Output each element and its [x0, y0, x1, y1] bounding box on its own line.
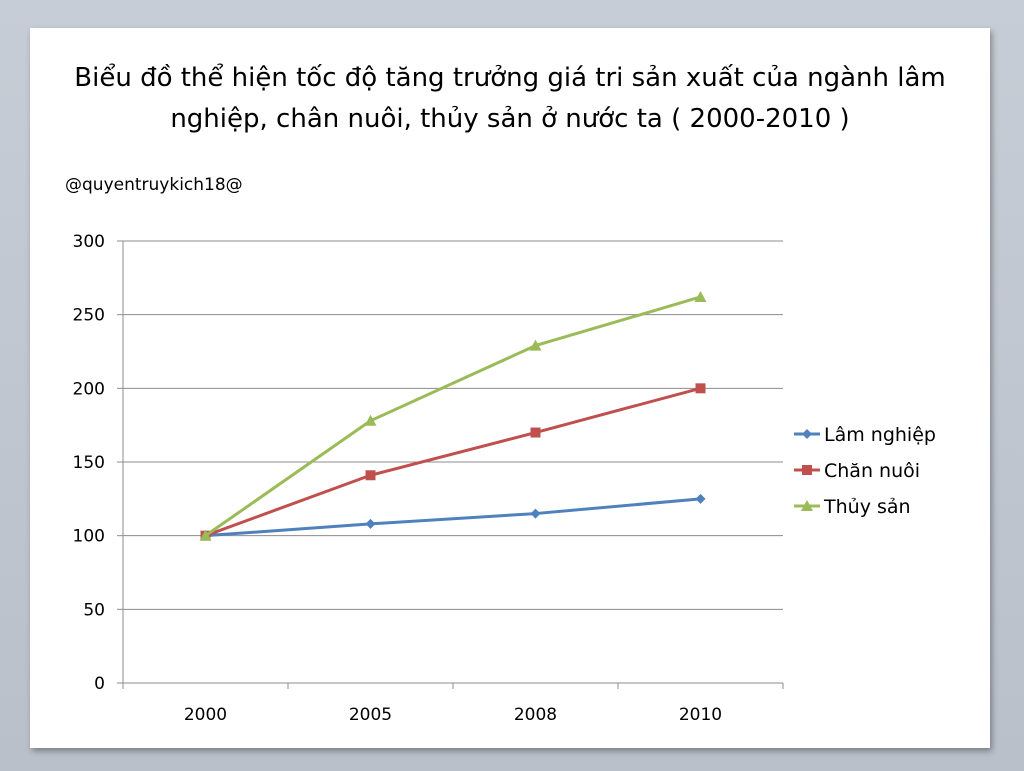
legend-marker	[802, 429, 812, 439]
data-point-marker	[199, 529, 212, 541]
line-chart: 0 50 100 150 200 250 300 2000 2005 2008 2010 Lâm n…	[73, 232, 936, 725]
y-tick-label: 300	[73, 232, 105, 252]
data-point-marker	[694, 290, 707, 302]
series-lines	[199, 290, 707, 541]
legend: Lâm nghiệp Chăn nuôi Thủy sản	[794, 424, 936, 518]
legend-label: Lâm nghiệp	[824, 424, 936, 446]
series-line	[204, 295, 701, 537]
axes: 0 50 100 150 200 250 300 2000 2005 2008 2010	[73, 232, 784, 725]
y-tick-label: 250	[73, 306, 105, 326]
y-tick-label: 50	[83, 600, 105, 620]
x-tick-label: 2008	[514, 705, 557, 725]
series-line	[205, 497, 701, 538]
x-tick-label: 2000	[184, 705, 227, 725]
chart-title-line-1: Biểu đồ thể hiện tốc độ tăng trưởng giá …	[74, 63, 946, 93]
legend-label: Chăn nuôi	[824, 460, 920, 482]
legend-label: Thủy sản	[823, 496, 911, 518]
x-tick-label: 2005	[349, 705, 392, 725]
chart-slide: Biểu đồ thể hiện tốc độ tăng trưởng giá …	[30, 28, 990, 748]
y-tick-label: 0	[94, 674, 105, 694]
chart-title-line-2: nghiệp, chân nuôi, thủy sản ở nước ta ( …	[170, 104, 850, 134]
legend-marker	[802, 465, 812, 475]
data-point-marker	[529, 339, 542, 351]
data-point-marker	[695, 493, 706, 504]
y-tick-label: 150	[73, 453, 105, 473]
data-point-marker	[365, 518, 376, 529]
y-tick-label: 100	[73, 527, 105, 547]
chart-title: Biểu đồ thể hiện tốc độ tăng trưởng giá …	[30, 58, 990, 140]
gridlines	[123, 240, 783, 610]
data-point-marker	[365, 470, 376, 481]
data-point-marker	[695, 383, 706, 394]
data-point-marker	[364, 414, 377, 426]
x-tick-label: 2010	[679, 705, 722, 725]
legend-marker	[801, 500, 813, 511]
data-point-marker	[530, 508, 541, 519]
y-tick-label: 200	[73, 379, 105, 399]
watermark-text: @quyentruykich18@	[65, 175, 243, 195]
data-point-marker	[530, 427, 541, 438]
series-line	[204, 386, 701, 538]
